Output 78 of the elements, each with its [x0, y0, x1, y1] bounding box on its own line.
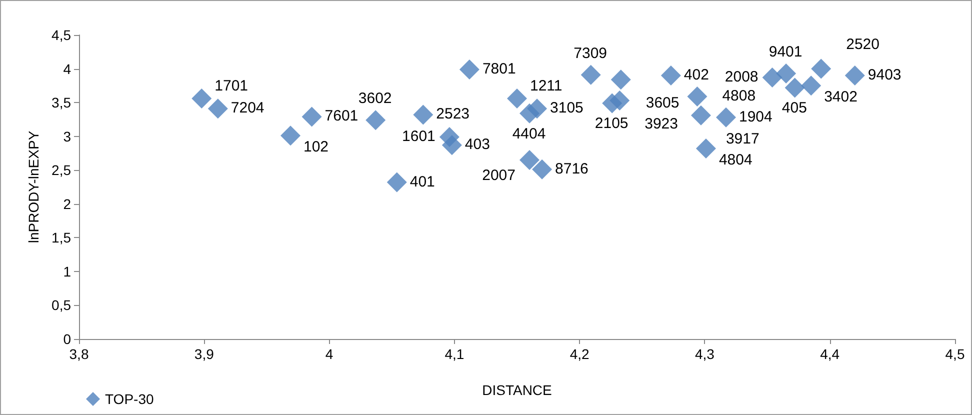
point — [192, 88, 212, 108]
annotation: 3923 — [644, 116, 678, 133]
annotation: 1211 — [530, 78, 562, 94]
annotation: 9403 — [868, 66, 902, 84]
point — [696, 138, 716, 158]
annotation: 4804 — [718, 151, 752, 168]
point — [716, 107, 736, 128]
point — [507, 88, 527, 108]
y-tick-label: 4,5 — [52, 27, 72, 43]
point — [520, 103, 540, 124]
x-tick-label: 4,2 — [570, 346, 590, 362]
annotation: 7204 — [230, 100, 264, 117]
point — [762, 68, 782, 88]
annotation: 1904 — [738, 108, 772, 126]
x-tick-label: 3,8 — [69, 346, 89, 362]
y-tick-label: 0,5 — [52, 297, 72, 314]
point — [532, 159, 552, 180]
annotation: 2105 — [594, 115, 628, 132]
y-tick-label: 4 — [63, 60, 72, 77]
annotation: 405 — [782, 100, 807, 117]
point — [690, 105, 711, 126]
point — [784, 78, 805, 98]
x-axis-title: DISTANCE — [482, 382, 552, 398]
y-tick-label: 2,5 — [52, 162, 72, 178]
point — [660, 66, 681, 86]
x-tick-label: 4,1 — [444, 346, 464, 362]
point — [459, 59, 480, 80]
x-tick-label: 4,4 — [820, 346, 840, 362]
point — [811, 58, 832, 79]
annotation: 3605 — [646, 94, 680, 112]
annotation: 1701 — [214, 78, 248, 94]
y-axis-title: lnPRODY-lnEXPY — [26, 130, 42, 244]
annotation: 7309 — [574, 44, 608, 62]
y-tick-label: 3 — [63, 128, 72, 144]
y-tick-label: 0 — [63, 331, 72, 347]
point — [687, 86, 708, 106]
annotation: 2523 — [436, 106, 470, 123]
annotation: 8716 — [555, 160, 588, 178]
annotation: 7601 — [324, 108, 358, 125]
annotation: 3917 — [726, 130, 760, 148]
x-tick-label: 3,9 — [194, 346, 214, 362]
annotation: 2008 — [724, 68, 758, 86]
y-tick-label: 1,5 — [52, 230, 72, 246]
annotation: 1601 — [402, 128, 436, 146]
point — [610, 70, 631, 90]
point — [844, 66, 865, 86]
x-tick-label: 4 — [325, 346, 334, 362]
point — [520, 150, 540, 170]
point — [442, 135, 462, 156]
y-tick-label: 1 — [63, 263, 72, 280]
point — [801, 76, 822, 96]
annotation: 7801 — [482, 60, 516, 78]
annotation: 3105 — [550, 100, 584, 117]
point — [208, 98, 228, 119]
annotation: 9401 — [768, 44, 802, 61]
annotation: 403 — [464, 136, 490, 154]
annotation: 3402 — [824, 88, 858, 106]
x-tick-label: 4,3 — [694, 346, 715, 362]
y-tick-label: 3,5 — [52, 94, 72, 111]
point — [413, 104, 434, 125]
point — [386, 172, 407, 192]
point — [602, 93, 622, 114]
annotation: 4808 — [722, 87, 756, 104]
point — [776, 64, 796, 84]
point — [280, 126, 300, 146]
point — [302, 106, 322, 127]
x-tick-label: 4,5 — [945, 346, 965, 362]
legend-label: TOP-30 — [105, 391, 154, 407]
annotation: 402 — [684, 66, 709, 84]
annotation: 2007 — [482, 166, 516, 184]
annotation: 401 — [410, 173, 435, 190]
y-tick-label: 2 — [63, 196, 72, 212]
annotation: 2520 — [846, 36, 880, 53]
annotation: 3602 — [358, 90, 392, 108]
annotation: 4404 — [512, 125, 546, 142]
point — [366, 110, 386, 130]
point — [580, 64, 601, 85]
annotation: 102 — [303, 138, 329, 156]
